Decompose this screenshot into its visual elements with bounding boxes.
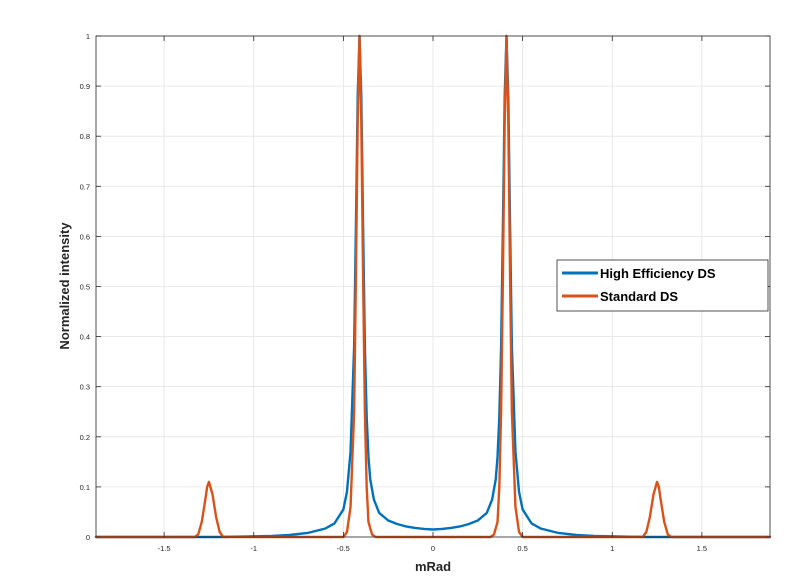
legend: High Efficiency DS Standard DS: [556, 259, 769, 312]
y-tick-label: 0.2: [80, 433, 90, 442]
legend-label-high-efficiency-ds: High Efficiency DS: [600, 266, 716, 281]
axis-ticks: -1.5 -1 -0.5 0 0.5 1 1.5 0 0.1 0.2 0.3 0.4 0.5 0.6 0.7…: [80, 32, 770, 553]
series-line-high-efficiency-ds: [94, 34, 772, 539]
y-tick-label: 1: [86, 32, 90, 41]
y-tick-label: 0.4: [80, 333, 90, 342]
x-tick-label: 1.5: [697, 544, 707, 553]
y-tick-label: 0: [86, 533, 90, 542]
y-axis-title: Normalized intensity: [57, 222, 72, 350]
x-tick-label: -1: [250, 544, 257, 553]
y-tick-label: 0.1: [80, 483, 90, 492]
x-axis-title: mRad: [415, 559, 451, 574]
legend-label-standard-ds: Standard DS: [600, 289, 678, 304]
legend-box: [556, 259, 769, 312]
x-tick-label: 0: [431, 544, 435, 553]
y-tick-label: 0.7: [80, 182, 90, 191]
y-tick-label: 0.6: [80, 232, 90, 241]
x-tick-label: 0.5: [517, 544, 527, 553]
x-tick-label: -1.5: [158, 544, 171, 553]
y-tick-label: 0.9: [80, 82, 90, 91]
y-tick-label: 0.5: [80, 283, 90, 292]
y-tick-label: 0.8: [80, 132, 90, 141]
x-tick-label: 1: [610, 544, 614, 553]
x-tick-label: -0.5: [337, 544, 350, 553]
y-tick-label: 0.3: [80, 383, 90, 392]
